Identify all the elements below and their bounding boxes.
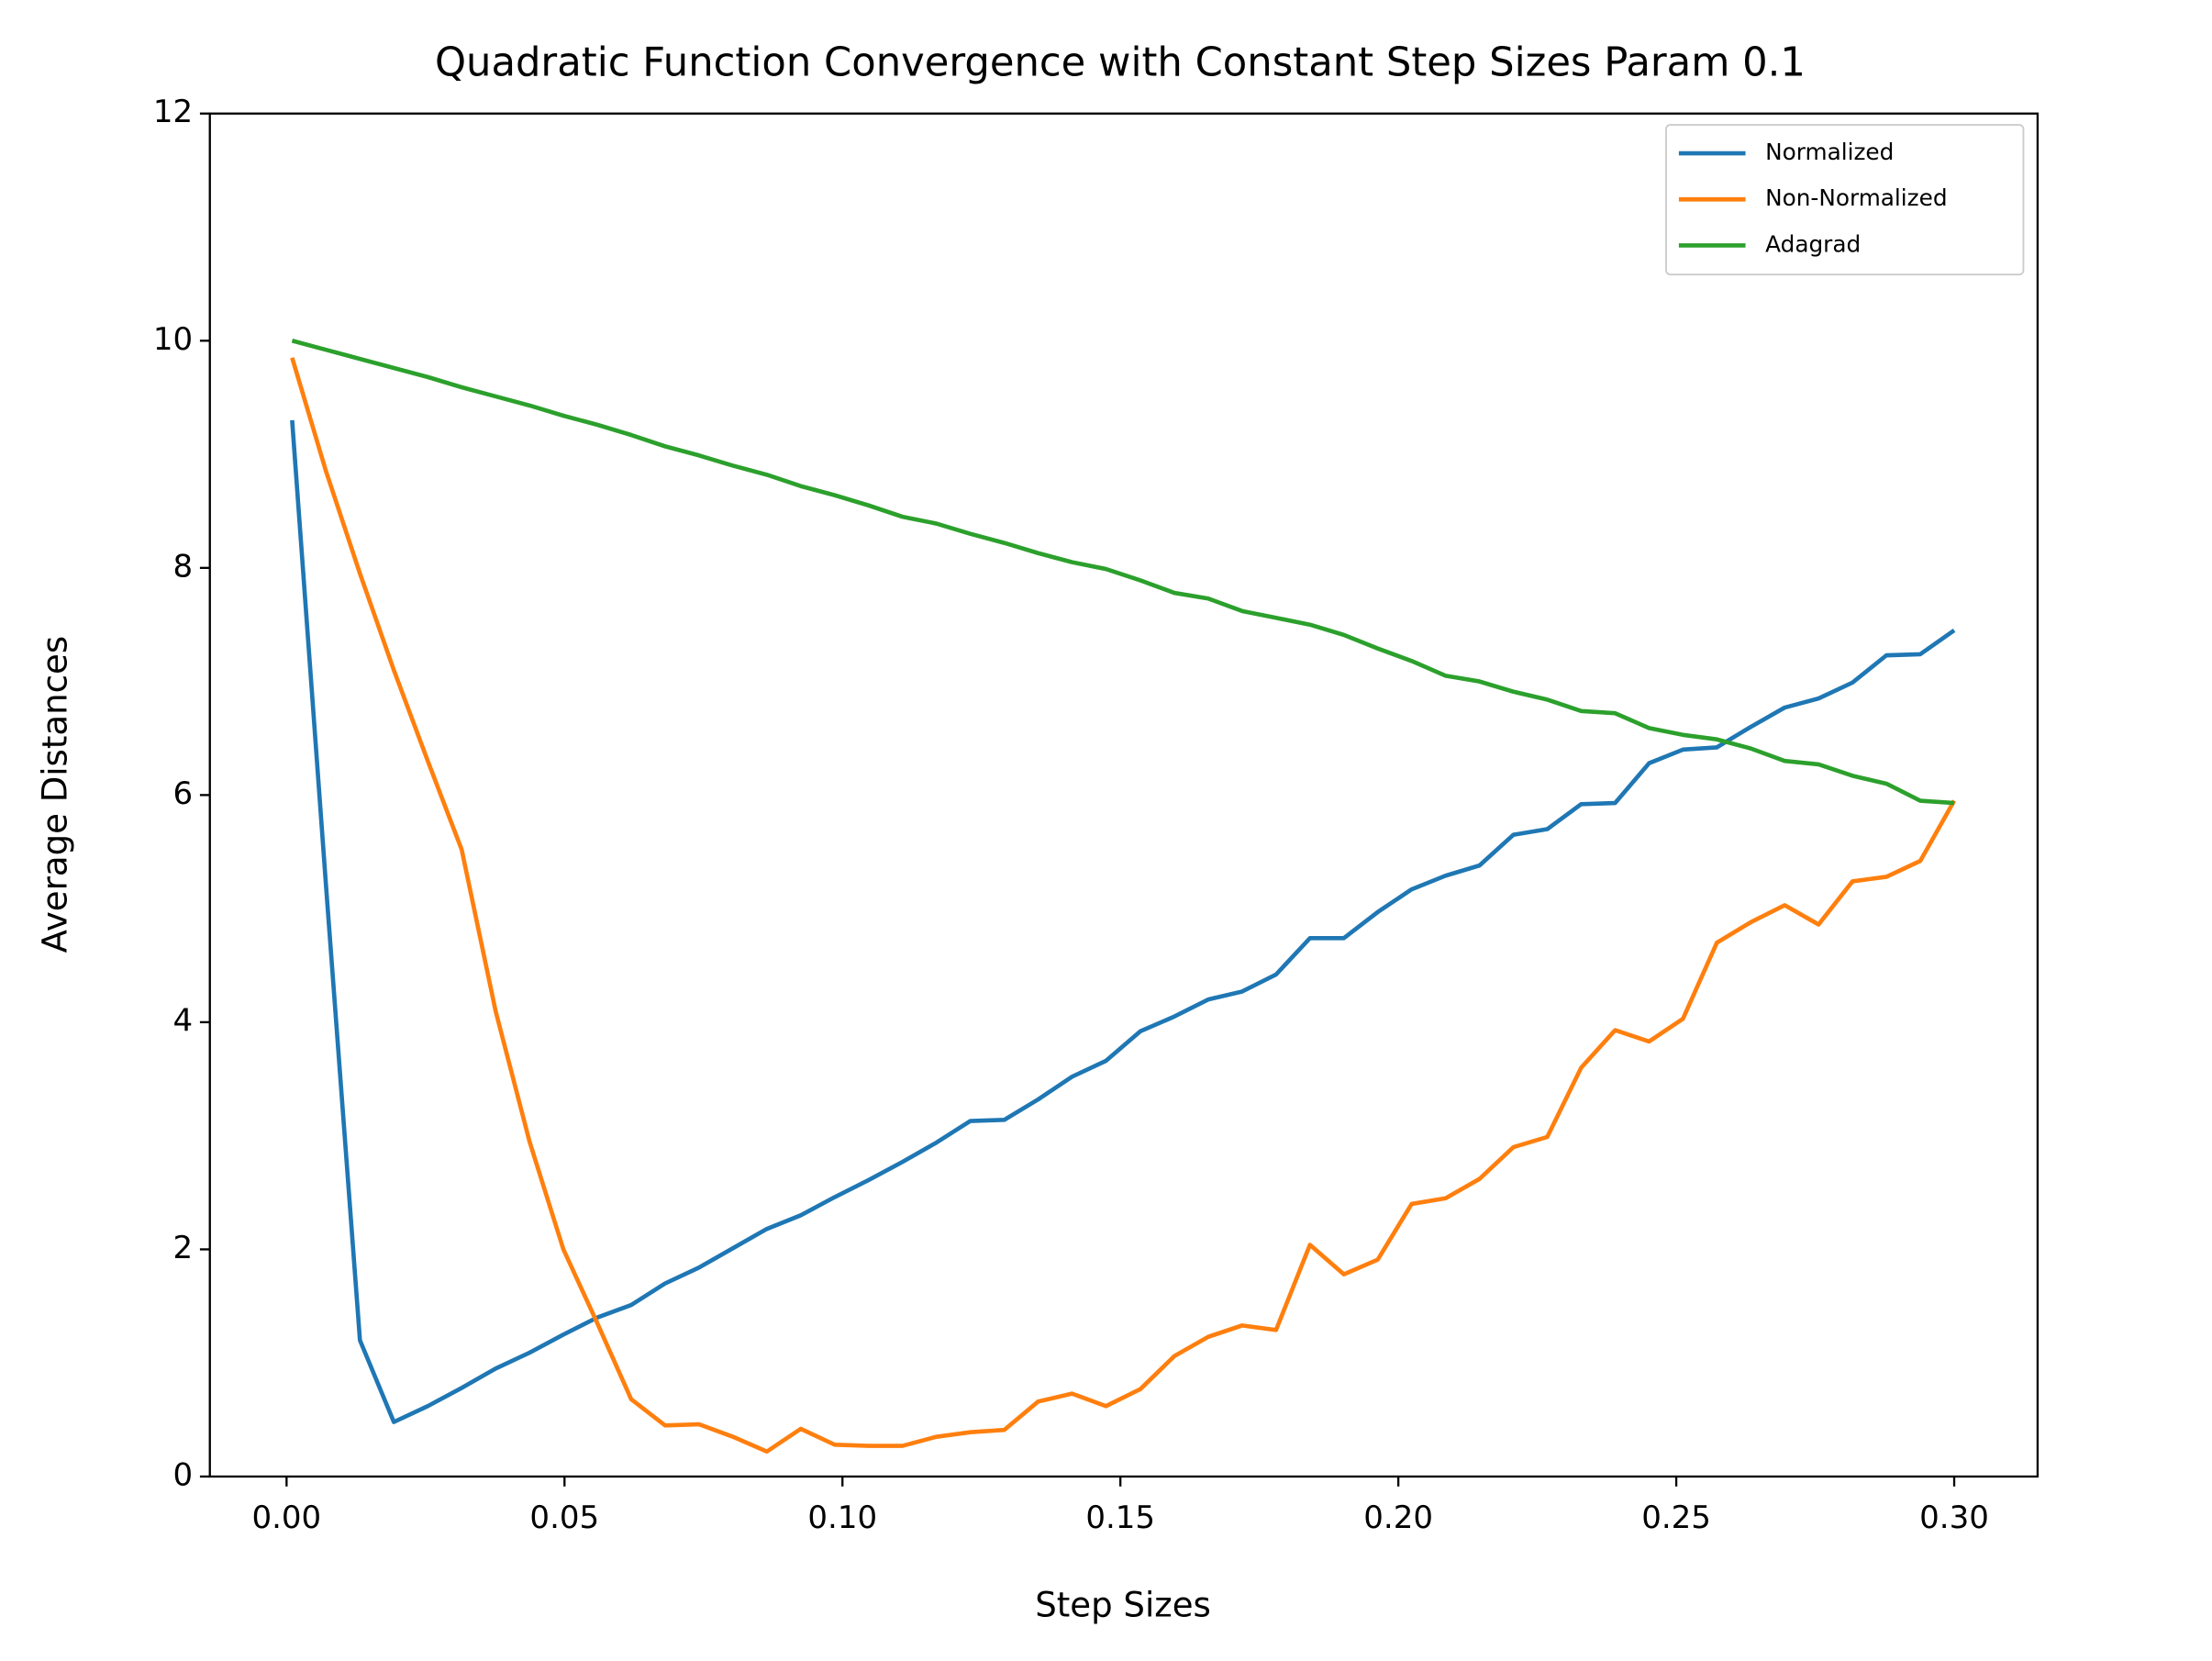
y-tick-label: 6 (173, 775, 194, 812)
y-axis-label: Average Distances (35, 636, 74, 953)
y-tick-label: 8 (173, 548, 194, 585)
legend-label: Non-Normalized (1765, 184, 1947, 211)
x-tick-label: 0.30 (1919, 1499, 1989, 1536)
y-tick-label: 12 (153, 94, 193, 130)
legend-box (1665, 124, 2025, 276)
x-tick-label: 0.20 (1363, 1499, 1433, 1536)
x-tick-label: 0.05 (529, 1499, 599, 1536)
line-series (291, 339, 1955, 806)
legend-label: Normalized (1765, 139, 1894, 165)
x-tick-label: 0.10 (807, 1499, 877, 1536)
x-tick-label: 0.25 (1641, 1499, 1711, 1536)
y-tick-label: 4 (173, 1002, 194, 1039)
x-tick-label: 0.15 (1085, 1499, 1155, 1536)
y-tick-label: 2 (173, 1230, 194, 1266)
chart-title: Quadratic Function Convergence with Cons… (435, 40, 1806, 86)
x-tick-label: 0.00 (251, 1499, 321, 1536)
legend-label: Adagrad (1765, 230, 1861, 257)
y-tick-label: 0 (173, 1456, 194, 1493)
line-series (290, 419, 1956, 1424)
line-series (290, 357, 1957, 1455)
plot-frame (208, 112, 2040, 1478)
y-tick-label: 10 (153, 321, 193, 358)
x-axis-label: Step Sizes (1035, 1586, 1211, 1625)
